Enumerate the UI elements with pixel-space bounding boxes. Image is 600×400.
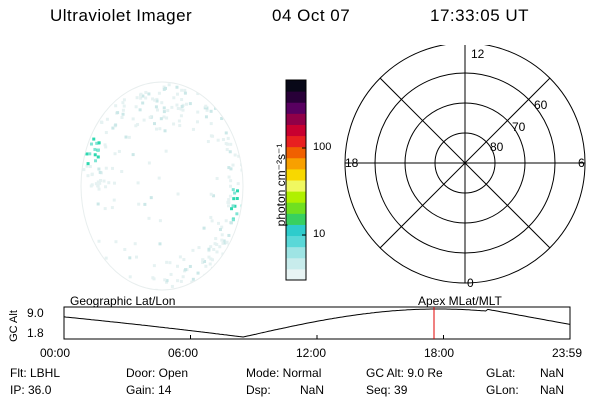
status-glat-value: NaN: [540, 366, 565, 380]
colorbar-swatch: [286, 91, 306, 103]
mlt-label-6: 6: [578, 156, 585, 170]
timeline-x-tick-1800: 18:00: [424, 346, 455, 360]
colorbar-swatch: [286, 113, 306, 125]
altitude-timeline: [63, 306, 571, 340]
colorbar-swatch: [286, 124, 306, 137]
status-filter: Flt: LBHL: [10, 366, 61, 380]
timeline-left-title: Geographic Lat/Lon: [70, 294, 176, 308]
colorbar-tick-10: 10: [313, 228, 326, 240]
status-glon-label: GLon:: [486, 383, 519, 397]
colorbar-swatch: [286, 146, 306, 159]
mlt-label-12: 12: [471, 47, 485, 61]
timeline-x-tick-0600: 06:00: [168, 346, 199, 360]
status-mode: Mode: Normal: [246, 366, 322, 380]
colorbar-swatch: [286, 102, 306, 114]
colorbar-swatch: [286, 180, 306, 192]
status-gain: Gain: 14: [126, 383, 172, 397]
status-door: Door: Open: [126, 366, 189, 380]
status-glat-label: GLat:: [486, 366, 516, 380]
colorbar-unit-label: photon cm⁻²s⁻¹: [274, 143, 288, 227]
colorbar-swatch: [286, 80, 306, 92]
mlat-label-60: 60: [534, 98, 548, 112]
mlt-label-0: 0: [467, 276, 474, 290]
polar-grid: [344, 45, 586, 284]
colorbar-swatch: [286, 257, 306, 270]
status-glon-value: NaN: [540, 383, 565, 397]
colorbar-swatch: [286, 268, 306, 281]
colorbar-swatch: [286, 202, 306, 214]
header-date: 04 Oct 07: [272, 6, 351, 25]
colorbar-swatch: [286, 135, 306, 148]
timeline-right-title: Apex MLat/MLT: [418, 294, 502, 308]
timeline-x-tick-2359: 23:59: [552, 346, 583, 360]
timeline-y-tick-top: 9.0: [27, 306, 44, 320]
colorbar-swatch: [286, 191, 306, 203]
mlt-label-18: 18: [345, 156, 359, 170]
geographic-image: [80, 81, 244, 291]
status-gc-alt: GC Alt: 9.0 Re: [366, 366, 443, 380]
timeline-y-tick-bottom: 1.8: [27, 326, 44, 340]
colorbar-swatch: [286, 246, 306, 259]
colorbar-swatch: [286, 224, 306, 237]
mlat-label-70: 70: [512, 120, 526, 134]
timeline-x-tick-0000: 00:00: [40, 346, 71, 360]
timeline-x-tick-1200: 12:00: [296, 346, 327, 360]
colorbar-tick-100: 100: [313, 141, 332, 153]
header-time: 17:33:05 UT: [430, 6, 530, 25]
status-seq: Seq: 39: [366, 383, 408, 397]
status-dsp-label: Dsp:: [246, 383, 271, 397]
colorbar-swatch: [286, 168, 306, 181]
status-ip: IP: 36.0: [10, 383, 52, 397]
altitude-curve: [63, 308, 571, 338]
app-title: Ultraviolet Imager: [50, 6, 193, 25]
colorbar: [285, 79, 307, 281]
status-dsp-value: NaN: [300, 383, 325, 397]
colorbar-swatch: [286, 213, 306, 225]
colorbar-swatch: [286, 157, 306, 170]
mlat-label-80: 80: [490, 140, 504, 154]
colorbar-swatch: [286, 235, 306, 248]
timeline-y-label: GC Alt: [8, 310, 20, 342]
colorbar-swatches: [286, 80, 306, 281]
